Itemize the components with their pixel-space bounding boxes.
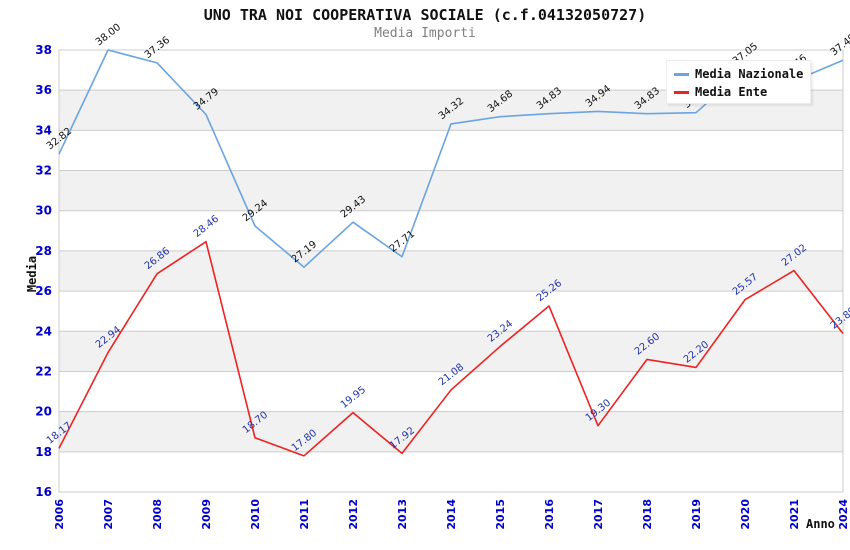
y-tick-label: 18 [35,445,52,459]
x-tick-label: 2018 [641,499,654,530]
legend-label-media-ente: Media Ente [695,85,768,99]
y-tick-label: 26 [35,284,52,298]
x-tick-label: 2015 [494,499,507,530]
chart-title: UNO TRA NOI COOPERATIVA SOCIALE (c.f.041… [203,6,647,24]
x-tick-label: 2013 [396,499,409,530]
x-tick-label: 2019 [690,499,703,530]
y-tick-label: 36 [35,83,52,97]
y-tick-label: 38 [35,43,52,57]
y-tick-label: 20 [35,405,52,419]
y-tick-label: 34 [35,123,52,137]
x-tick-label: 2009 [200,499,213,530]
legend-item-media-ente: Media Ente [674,83,804,101]
x-tick-label: 2006 [53,499,66,530]
series-line-media-ente [58,240,844,457]
y-tick-label: 30 [35,204,52,218]
x-tick-label: 2017 [592,499,605,530]
data-point-label: 28.46 [192,214,221,240]
x-tick-label: 2024 [837,499,850,530]
y-tick-label: 16 [35,485,52,499]
plot-shaded-band [59,411,843,452]
y-tick-label: 28 [35,244,52,258]
x-tick-label: 2008 [151,499,164,530]
x-tick-label: 2012 [347,499,360,530]
plot-shaded-band [59,170,843,211]
chart-subtitle: Media Importi [374,26,476,41]
legend-label-media-nazionale: Media Nazionale [695,67,804,81]
y-tick-label: 32 [35,164,52,178]
y-tick-label: 22 [35,364,52,378]
x-tick-label: 2014 [445,499,458,530]
legend-item-media-nazionale: Media Nazionale [674,65,804,83]
plot-shaded-band [59,331,843,372]
x-tick-label: 2011 [298,499,311,530]
y-axis-title: Media [25,255,40,293]
media-ente-line-swatch-icon [674,90,689,94]
y-tick-label: 24 [35,324,52,338]
plot-shaded-band [59,250,843,292]
legend: Media Nazionale Media Ente [666,60,811,104]
plot-border [58,49,844,493]
media-nazionale-line-swatch-icon [674,72,689,76]
x-axis-title: Anno [806,517,835,531]
x-tick-label: 2021 [788,499,801,530]
x-tick-label: 2010 [249,499,262,530]
x-tick-label: 2007 [102,499,115,530]
x-tick-label: 2016 [543,499,556,530]
data-point-label: 19.95 [339,385,368,411]
x-tick-label: 2020 [739,499,752,530]
